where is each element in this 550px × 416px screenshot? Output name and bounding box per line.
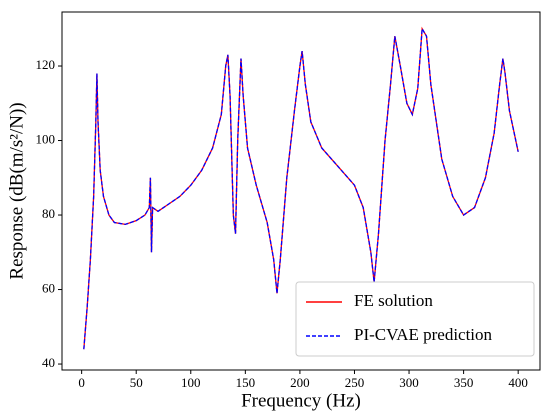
x-tick-label: 300	[399, 375, 419, 390]
x-tick-label: 200	[290, 375, 310, 390]
legend-label: FE solution	[354, 291, 433, 310]
legend-box	[295, 281, 535, 357]
x-tick-label: 400	[508, 375, 528, 390]
y-tick-label: 40	[42, 355, 55, 370]
plot-frame	[61, 11, 541, 371]
y-tick-label: 100	[36, 132, 56, 147]
legend-label: PI-CVAE prediction	[354, 325, 493, 344]
series-line	[83, 26, 519, 350]
y-tick-label: 120	[36, 57, 56, 72]
y-axis-label: Response (dB(m/s²/N))	[6, 102, 27, 279]
x-tick-label: 150	[236, 375, 256, 390]
x-axis-label: Frequency (Hz)	[241, 390, 361, 411]
x-tick-label: 100	[181, 375, 201, 390]
x-tick-label: 350	[454, 375, 474, 390]
x-tick-label: 250	[345, 375, 365, 390]
x-tick-label: 0	[78, 375, 85, 390]
y-tick-label: 80	[42, 206, 55, 221]
x-tick-label: 50	[130, 375, 143, 390]
y-tick-label: 60	[42, 281, 55, 296]
